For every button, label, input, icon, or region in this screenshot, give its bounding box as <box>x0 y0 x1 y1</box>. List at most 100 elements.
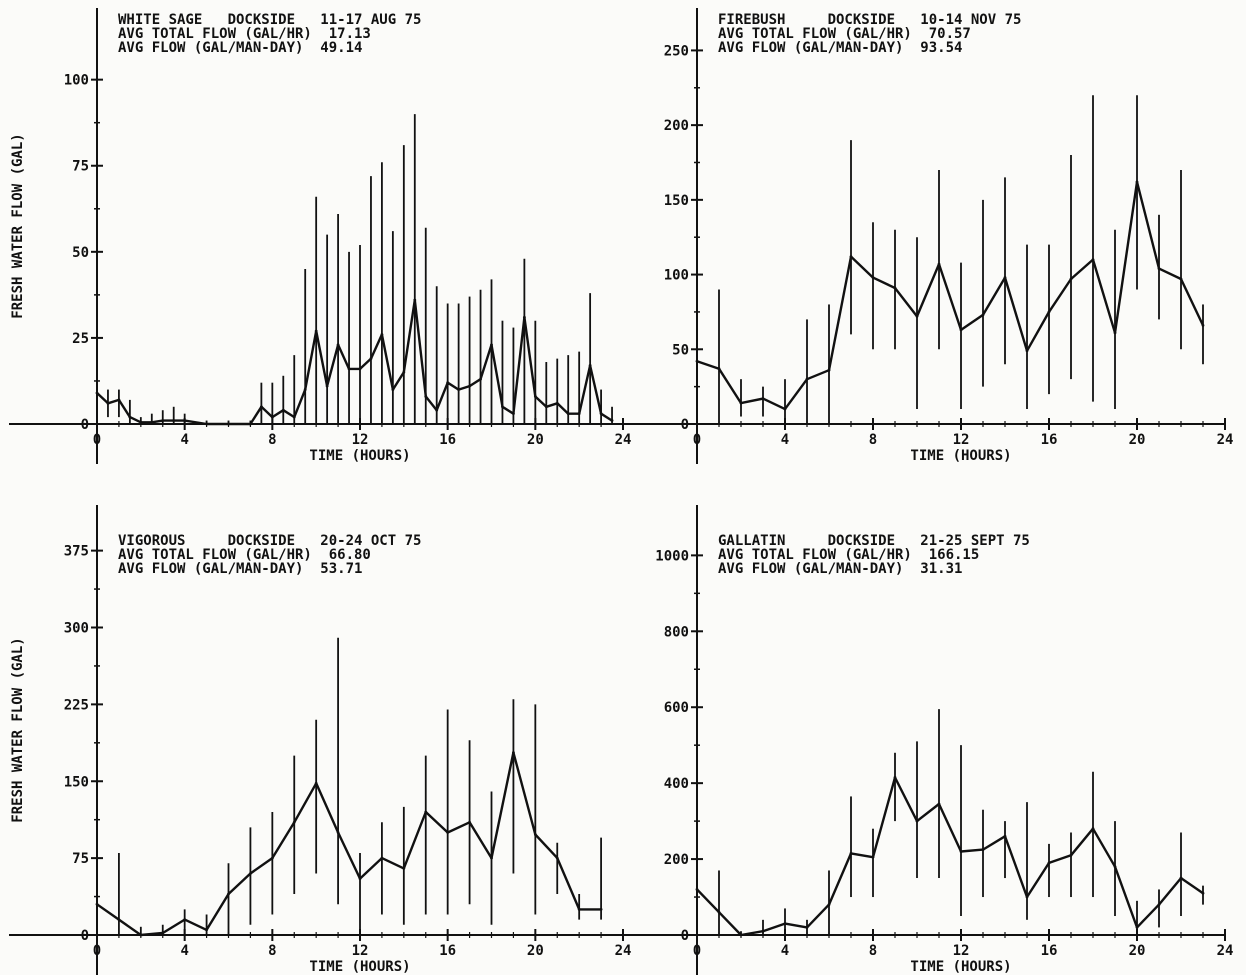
x-tick-label: 8 <box>869 943 877 959</box>
data-point <box>555 856 559 860</box>
y-tick-label: 600 <box>664 700 689 716</box>
y-tick-label: 300 <box>64 621 89 637</box>
y-tick-label: 0 <box>81 928 89 944</box>
data-point <box>1113 865 1117 869</box>
data-point <box>402 866 406 870</box>
y-tick-label: 250 <box>664 43 689 59</box>
chart-header-line: AVG FLOW (GAL/MAN-DAY) 93.54 <box>718 40 962 56</box>
data-point <box>533 395 537 398</box>
x-tick-label: 0 <box>93 432 101 448</box>
data-point <box>380 333 384 336</box>
data-point <box>827 368 831 372</box>
chart-header-line: AVG TOTAL FLOW (GAL/HR) 66.80 <box>118 547 371 563</box>
data-point <box>1201 323 1205 327</box>
data-point <box>1091 827 1095 831</box>
data-point <box>1091 258 1095 262</box>
series-line <box>96 751 602 937</box>
x-tick-label: 0 <box>693 943 701 959</box>
data-point <box>457 388 461 391</box>
series-line <box>696 776 1204 937</box>
x-tick-label: 16 <box>1041 432 1058 448</box>
data-point <box>893 286 897 290</box>
data-point <box>1069 853 1073 857</box>
y-tick-label: 100 <box>664 268 689 284</box>
data-point <box>117 398 121 402</box>
data-point <box>161 419 165 422</box>
x-tick-label: 8 <box>869 432 877 448</box>
chart-header-line: GALLATIN DOCKSIDE 21-25 SEPT 75 <box>718 533 1030 549</box>
data-point <box>577 907 581 911</box>
data-point <box>446 381 450 385</box>
data-point <box>805 377 809 381</box>
data-point <box>227 422 230 426</box>
data-point <box>1157 903 1161 907</box>
data-point <box>783 407 787 411</box>
plot-panel-2: 0 50 100 150 200 250 0 4 8 12 16 20 24 TIME (HOURS) FI… <box>609 8 1233 464</box>
chart-header-line: AVG FLOW (GAL/MAN-DAY) 53.71 <box>118 561 362 577</box>
data-point <box>577 412 581 416</box>
data-point <box>959 850 963 853</box>
x-axis-title: TIME (HOURS) <box>309 959 410 975</box>
data-point <box>893 776 897 779</box>
data-point <box>981 848 985 851</box>
plot-panel-3: 0 75 150 225 300 375 0 4 8 12 16 20 24 TIME (HOURS) FR… <box>9 505 631 975</box>
x-tick-label: 20 <box>527 943 544 959</box>
data-point <box>1113 331 1117 335</box>
data-point <box>501 405 504 409</box>
x-tick-label: 24 <box>615 432 632 448</box>
x-tick-label: 4 <box>781 943 789 959</box>
chart-header-line: VIGOROUS DOCKSIDE 20-24 OCT 75 <box>118 533 421 549</box>
data-point <box>183 918 187 922</box>
data-point <box>566 412 570 416</box>
data-point <box>424 395 428 398</box>
data-point <box>183 419 187 422</box>
data-point <box>314 781 318 785</box>
y-tick-label: 150 <box>64 774 89 790</box>
data-point <box>128 415 132 419</box>
data-point <box>336 831 340 834</box>
y-tick-label: 0 <box>681 417 689 433</box>
data-point <box>358 367 362 371</box>
data-point <box>259 405 263 409</box>
x-tick-label: 4 <box>180 432 188 448</box>
data-point <box>435 408 439 412</box>
data-point <box>1003 834 1007 838</box>
y-tick-label: 375 <box>64 544 89 560</box>
data-point <box>610 419 614 422</box>
data-point <box>281 408 285 412</box>
data-point <box>270 415 274 419</box>
data-point <box>303 388 307 391</box>
data-point <box>106 401 110 405</box>
y-tick-label: 0 <box>81 417 89 433</box>
y-tick-label: 50 <box>672 342 689 358</box>
x-tick-label: 20 <box>527 432 544 448</box>
data-point <box>249 872 252 875</box>
x-axis-title: TIME (HOURS) <box>910 959 1011 975</box>
data-point <box>915 315 919 318</box>
data-point <box>1003 276 1007 279</box>
y-tick-label: 50 <box>72 245 89 261</box>
x-tick-label: 20 <box>1129 432 1146 448</box>
y-tick-label: 75 <box>72 159 89 175</box>
data-point <box>937 262 941 266</box>
data-point <box>292 415 296 419</box>
data-point <box>336 343 340 347</box>
series-line <box>696 180 1205 411</box>
data-point <box>871 855 875 859</box>
y-tick-label: 75 <box>72 851 89 867</box>
data-point <box>490 856 493 860</box>
chart-header-line: WHITE SAGE DOCKSIDE 11-17 AUG 75 <box>118 12 421 28</box>
data-point <box>1025 895 1029 899</box>
x-tick-label: 0 <box>693 432 701 448</box>
data-point <box>588 364 592 367</box>
chart-header-line: AVG FLOW (GAL/MAN-DAY) 49.14 <box>118 40 362 56</box>
data-point <box>717 367 721 371</box>
data-point <box>150 420 154 424</box>
y-tick-label: 100 <box>64 73 89 89</box>
data-point <box>783 922 787 926</box>
data-point <box>468 384 471 388</box>
x-tick-label: 0 <box>93 943 101 959</box>
x-tick-label: 12 <box>953 432 970 448</box>
data-point <box>1047 861 1051 865</box>
